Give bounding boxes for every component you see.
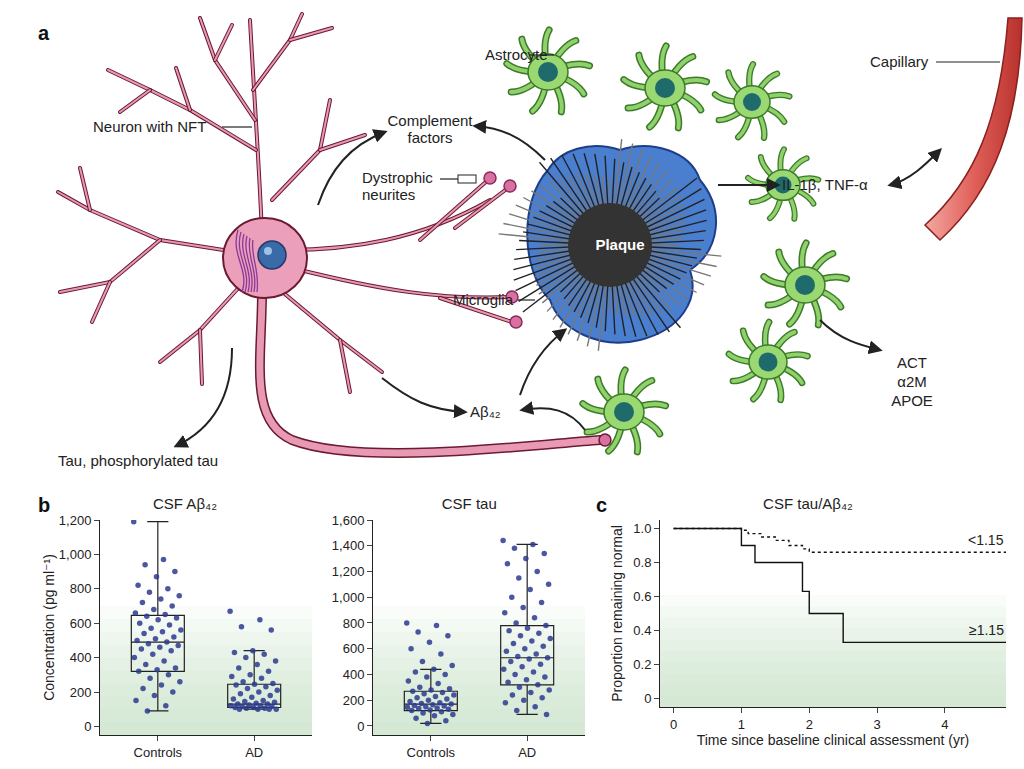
svg-text:Controls: Controls [134,745,183,760]
svg-text:Tau, phosphorylated tau: Tau, phosphorylated tau [58,452,218,469]
svg-text:800: 800 [343,616,365,631]
svg-text:0.6: 0.6 [633,589,651,604]
svg-text:APOE: APOE [891,392,933,409]
svg-text:3: 3 [873,717,880,732]
svg-text:AD: AD [245,745,263,760]
svg-text:1,200: 1,200 [59,513,92,528]
svg-text:1,000: 1,000 [332,590,365,605]
svg-text:4: 4 [941,717,948,732]
svg-text:2: 2 [806,717,813,732]
svg-text:0.4: 0.4 [633,623,651,638]
svg-text:AD: AD [518,745,536,760]
svg-text:0: 0 [644,691,651,706]
svg-text:Concentration (pg ml⁻¹): Concentration (pg ml⁻¹) [41,554,57,701]
svg-text:0: 0 [670,717,677,732]
svg-text:Capillary: Capillary [870,53,929,70]
svg-text:Aβ₄₂: Aβ₄₂ [470,403,501,420]
svg-text:1,400: 1,400 [332,538,365,553]
svg-text:Complement: Complement [387,112,473,129]
svg-text:neurites: neurites [362,186,415,203]
svg-text:600: 600 [70,616,92,631]
svg-text:1.0: 1.0 [633,521,651,536]
svg-text:1,600: 1,600 [332,513,365,528]
svg-text:Plaque: Plaque [595,236,644,253]
svg-text:0.2: 0.2 [633,657,651,672]
svg-text:200: 200 [70,685,92,700]
svg-text:400: 400 [70,650,92,665]
svg-text:1,000: 1,000 [59,547,92,562]
svg-text:Microglia: Microglia [453,291,514,308]
svg-text:200: 200 [343,693,365,708]
svg-text:600: 600 [343,641,365,656]
svg-text:Time since baseline clinical a: Time since baseline clinical assessment … [697,732,970,748]
svg-text:factors: factors [407,129,452,146]
svg-text:CSF tau: CSF tau [442,495,497,512]
svg-text:0: 0 [357,719,364,734]
svg-text:1,200: 1,200 [332,564,365,579]
svg-text:Neuron with NFT: Neuron with NFT [93,118,206,135]
html-text:c: c [596,494,608,516]
svg-text:CSF Aβ₄₂: CSF Aβ₄₂ [153,495,217,512]
svg-text:1: 1 [738,717,745,732]
svg-text:800: 800 [70,581,92,596]
svg-text:<1.15: <1.15 [968,532,1004,548]
svg-text:Astrocyte: Astrocyte [485,46,548,63]
svg-text:400: 400 [343,667,365,682]
svg-text:Proportion remaining normal: Proportion remaining normal [609,525,625,702]
svg-text:0: 0 [84,719,91,734]
html-text:b: b [38,494,51,516]
svg-text:Controls: Controls [407,745,456,760]
svg-text:IL-1β, TNF-α: IL-1β, TNF-α [782,176,868,193]
svg-text:Dystrophic: Dystrophic [362,169,433,186]
svg-text:ACT: ACT [897,354,927,371]
svg-text:≥1.15: ≥1.15 [969,622,1004,638]
svg-text:α2M: α2M [897,373,927,390]
svg-text:0.8: 0.8 [633,555,651,570]
html-text:a: a [38,22,50,44]
svg-text:CSF tau/Aβ₄₂: CSF tau/Aβ₄₂ [763,495,853,512]
